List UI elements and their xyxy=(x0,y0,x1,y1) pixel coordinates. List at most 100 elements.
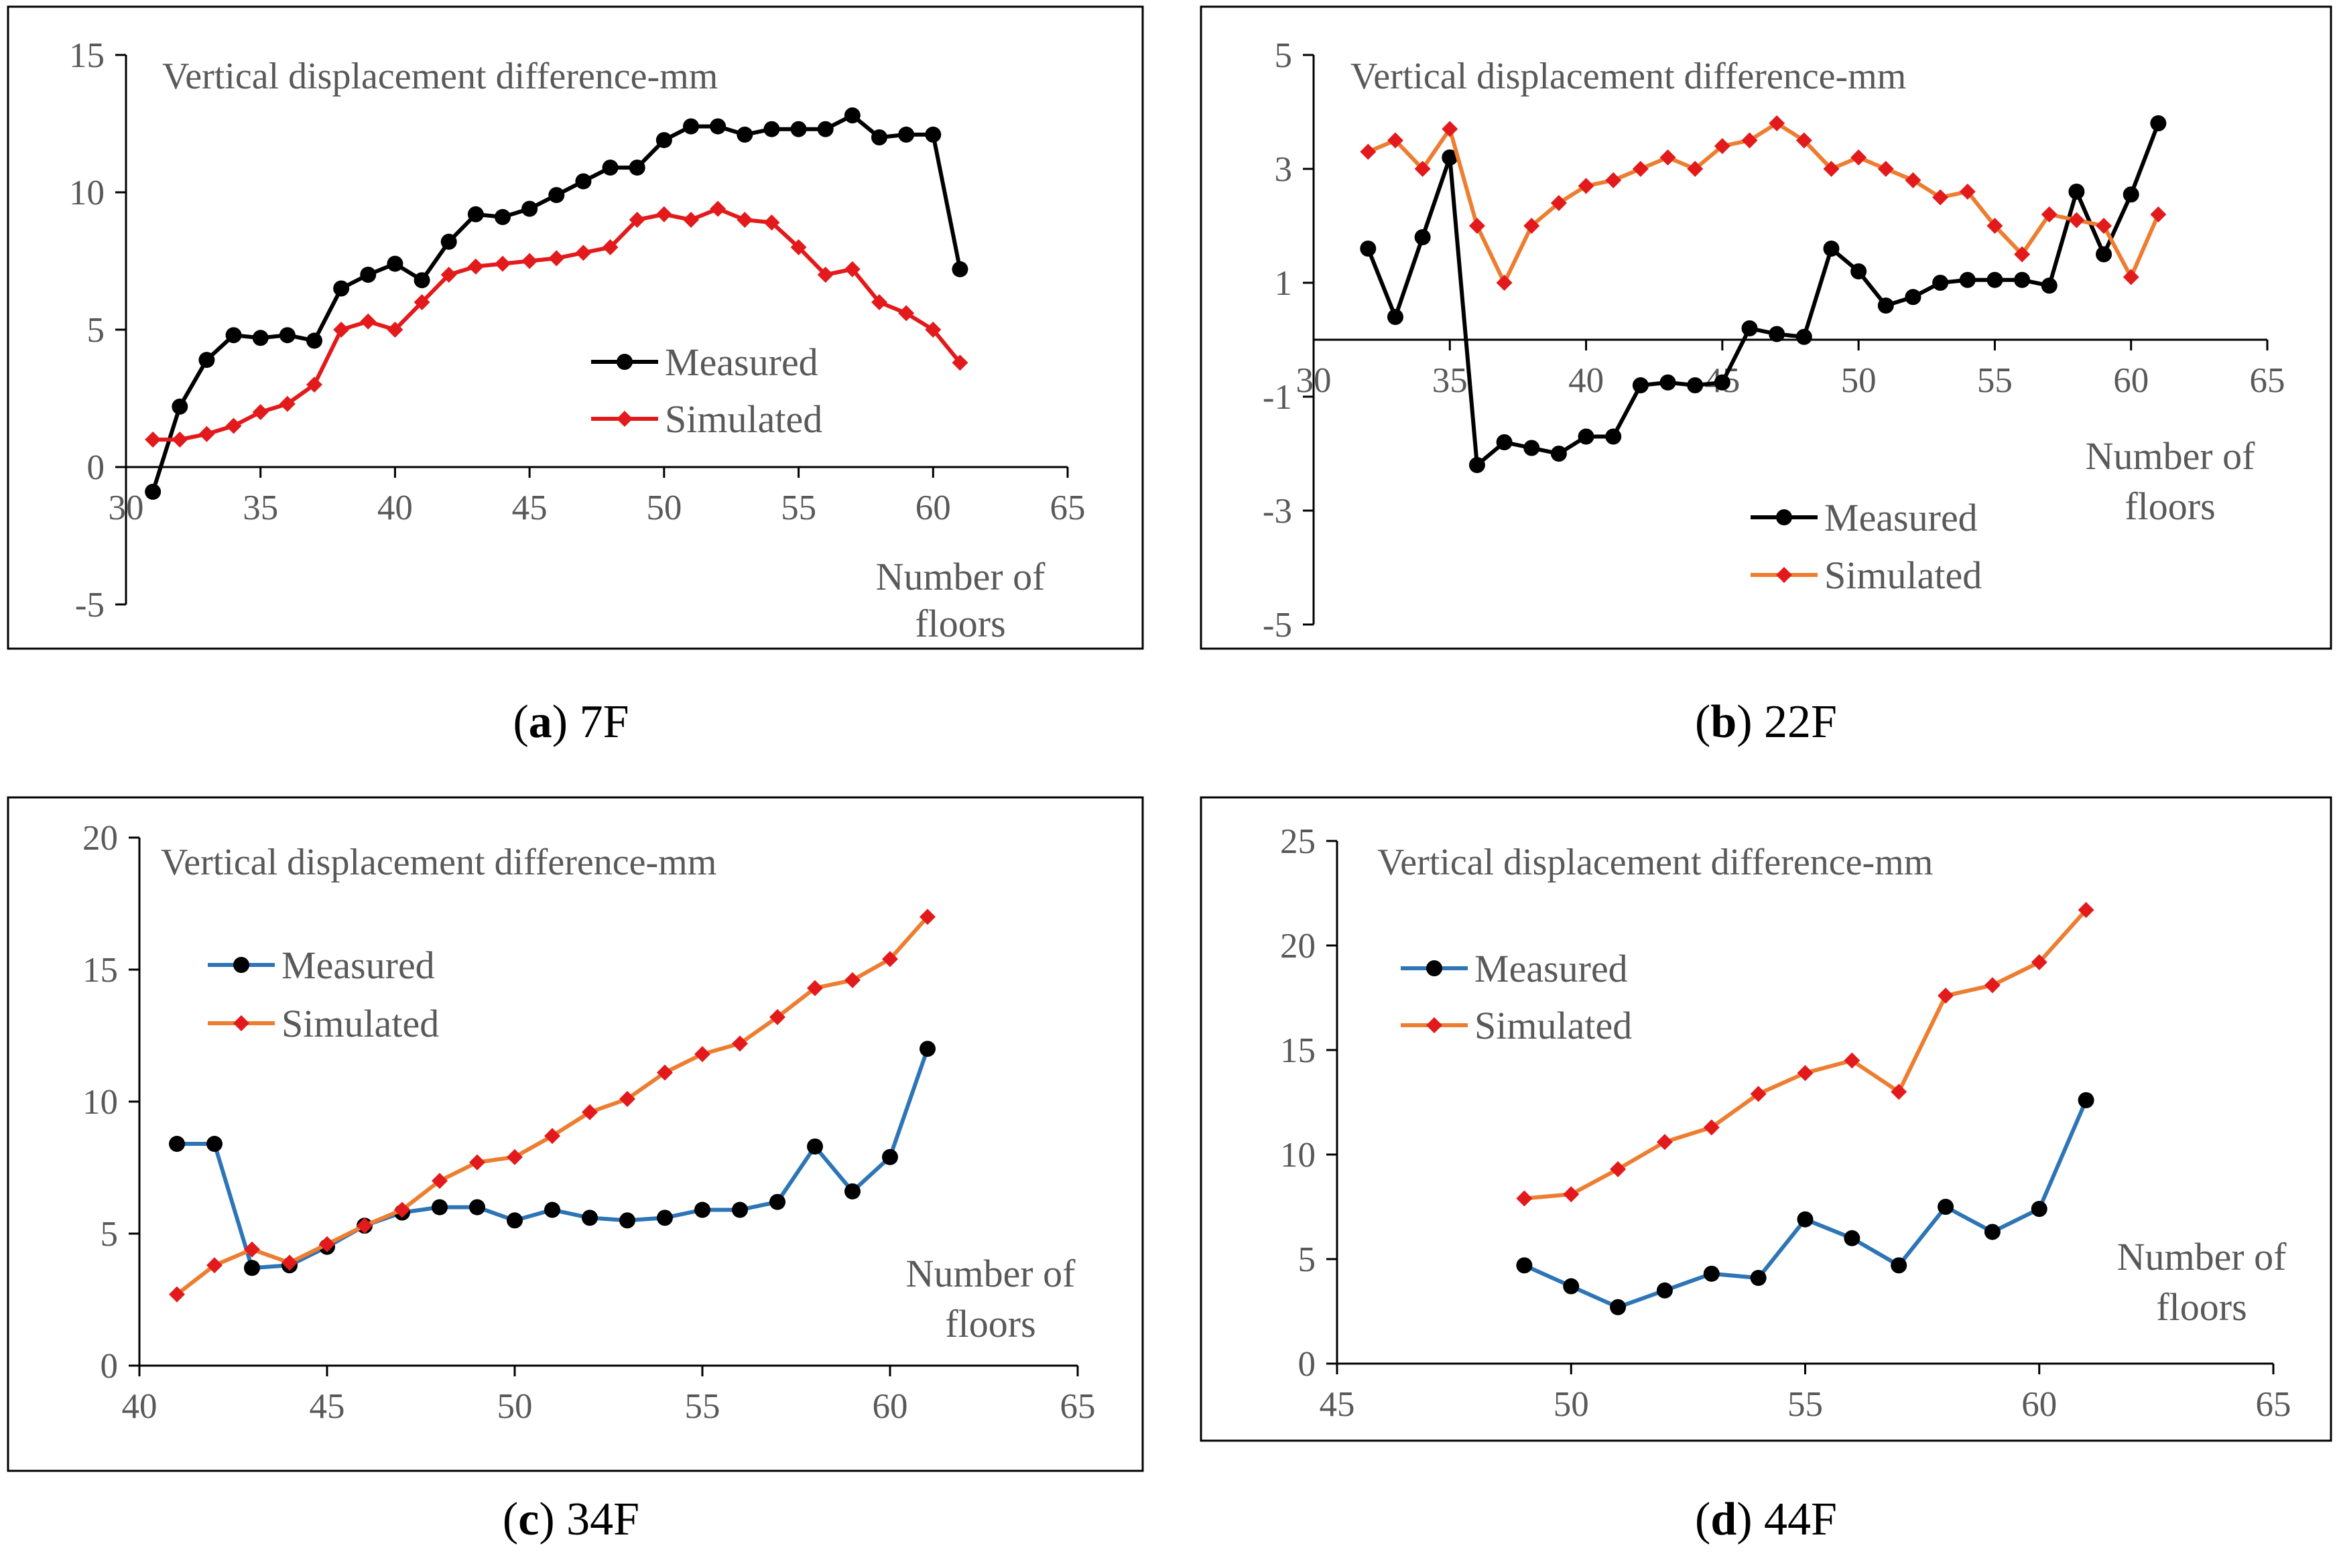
data-point-simulated xyxy=(1414,161,1431,177)
data-point-measured xyxy=(1932,275,1949,291)
data-point-simulated xyxy=(1703,1119,1720,1136)
data-point-measured xyxy=(507,1212,523,1229)
data-point-simulated xyxy=(2150,206,2167,222)
data-point-simulated xyxy=(1750,1086,1767,1102)
panel-c-34F: 0 5 10 15 20 40 45 50 55 60 65 Vertical displacemen… xyxy=(7,796,1144,1545)
y-tick-label: 0 xyxy=(101,1347,119,1386)
x-tick-label: 65 xyxy=(1050,488,1086,527)
data-point-simulated xyxy=(394,1201,410,1218)
x-tick-label: 50 xyxy=(1841,361,1877,400)
y-tick-label: 10 xyxy=(69,174,105,212)
panel-d-44F: 0 5 10 15 20 25 45 50 55 60 65 Vertical displacemen… xyxy=(1200,796,2332,1545)
data-point-simulated xyxy=(495,255,511,272)
data-point-simulated xyxy=(629,212,645,228)
data-point-simulated xyxy=(206,1257,223,1274)
data-point-simulated xyxy=(1932,189,1949,206)
x-tick-label: 60 xyxy=(2021,1385,2057,1424)
data-point-simulated xyxy=(619,1091,635,1108)
legend-label-simulated: Simulated xyxy=(1824,553,1982,597)
data-point-measured xyxy=(1844,1230,1860,1246)
data-point-measured xyxy=(1578,428,1594,445)
data-point-measured xyxy=(521,200,538,217)
data-point-simulated xyxy=(414,294,430,310)
data-point-measured xyxy=(898,126,915,143)
data-point-measured xyxy=(495,208,511,225)
data-point-measured xyxy=(1750,1270,1767,1287)
x-tick-label: 50 xyxy=(1554,1385,1589,1424)
data-point-simulated xyxy=(2123,269,2139,285)
x-tick-label: 65 xyxy=(1060,1387,1096,1426)
legend-marker-simulated xyxy=(1426,1017,1442,1033)
data-point-simulated xyxy=(694,1046,710,1063)
data-point-simulated xyxy=(1905,172,1921,188)
data-point-simulated xyxy=(1387,132,1403,149)
data-point-simulated xyxy=(683,212,699,228)
data-point-simulated xyxy=(1468,218,1485,234)
data-point-measured xyxy=(1632,377,1649,393)
x-tick-label: 50 xyxy=(497,1387,533,1426)
data-point-simulated xyxy=(225,417,242,434)
data-point-simulated xyxy=(306,377,322,393)
data-point-measured xyxy=(619,1212,635,1229)
data-point-measured xyxy=(871,129,887,145)
data-point-simulated xyxy=(737,212,753,228)
data-point-measured xyxy=(1959,271,1976,288)
data-point-measured xyxy=(169,1136,185,1153)
data-point-simulated xyxy=(882,951,898,968)
data-point-measured xyxy=(2041,277,2058,294)
data-point-measured xyxy=(2068,184,2085,200)
data-point-simulated xyxy=(440,267,457,283)
data-point-measured xyxy=(844,1183,861,1199)
data-point-measured xyxy=(1496,434,1513,450)
data-point-simulated xyxy=(898,305,915,322)
chart-frame xyxy=(7,5,1144,650)
data-point-measured xyxy=(1550,446,1567,462)
chart-title: Vertical displacement difference-mm xyxy=(162,56,718,97)
data-point-measured xyxy=(1769,326,1785,342)
data-point-measured xyxy=(2150,115,2167,131)
data-point-simulated xyxy=(763,214,780,231)
data-point-measured xyxy=(1516,1257,1533,1274)
data-point-simulated xyxy=(469,1154,485,1171)
data-point-measured xyxy=(1387,309,1403,325)
data-point-measured xyxy=(1823,241,1840,257)
data-point-simulated xyxy=(582,1104,598,1120)
data-point-simulated xyxy=(1550,195,1567,211)
panel-caption: (c) 34F xyxy=(503,1494,639,1545)
legend-marker-simulated xyxy=(617,411,633,427)
data-point-measured xyxy=(306,332,322,349)
x-tick-label: 55 xyxy=(1787,1385,1823,1424)
data-point-measured xyxy=(279,327,296,344)
data-point-measured xyxy=(1877,298,1894,314)
y-tick-label: -5 xyxy=(75,586,105,625)
y-tick-label: 15 xyxy=(69,36,105,75)
data-point-measured xyxy=(1850,263,1867,279)
data-point-measured xyxy=(1687,377,1704,393)
data-point-measured xyxy=(544,1201,560,1218)
data-point-simulated xyxy=(1516,1190,1533,1207)
data-point-simulated xyxy=(521,253,538,269)
data-point-measured xyxy=(1741,320,1758,336)
data-point-simulated xyxy=(655,206,672,222)
data-point-measured xyxy=(2014,271,2031,288)
data-point-measured xyxy=(1797,1211,1814,1228)
y-tick-label: 5 xyxy=(101,1215,119,1254)
data-point-simulated xyxy=(817,267,834,283)
data-point-simulated xyxy=(732,1035,748,1052)
data-point-measured xyxy=(763,121,780,137)
data-point-simulated xyxy=(1687,161,1704,177)
data-point-measured xyxy=(387,255,403,272)
panel-b-22F: -5-3-11353035404550556065Vertical displa… xyxy=(1200,5,2332,748)
data-point-measured xyxy=(1986,271,2003,288)
x-axis-label: Number of xyxy=(876,555,1046,598)
y-tick-label: 0 xyxy=(87,448,105,487)
panel-caption: (b) 22F xyxy=(1695,696,1837,748)
data-point-simulated xyxy=(507,1149,523,1165)
data-point-measured xyxy=(145,483,162,500)
x-tick-label: 30 xyxy=(109,488,144,527)
x-axis-label: Number of xyxy=(2086,434,2256,478)
data-point-measured xyxy=(582,1210,598,1226)
y-tick-label: 1 xyxy=(1275,264,1293,303)
data-point-measured xyxy=(1523,440,1540,456)
